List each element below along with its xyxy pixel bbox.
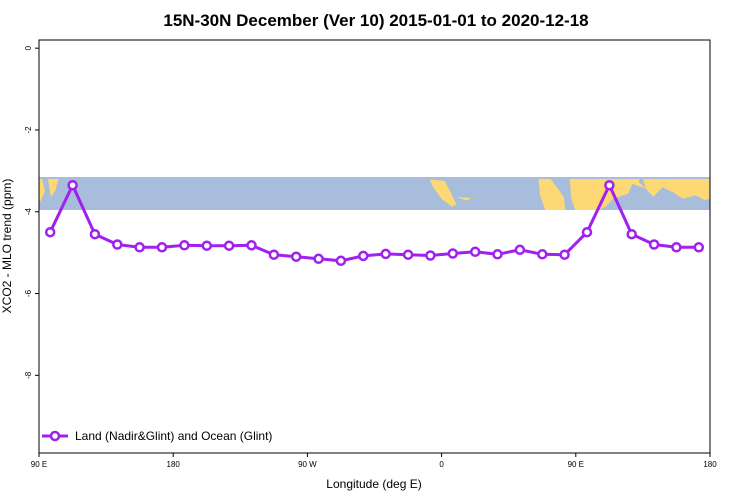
land-mass xyxy=(628,179,640,183)
data-point xyxy=(112,239,123,250)
map-background-band xyxy=(39,177,710,210)
y-tick-label: -8 xyxy=(24,371,33,379)
x-tick-label: 90 E xyxy=(568,460,584,469)
y-tick-label: -4 xyxy=(24,208,33,216)
x-axis-label: Longitude (deg E) xyxy=(326,477,421,491)
data-point xyxy=(559,249,570,260)
data-point xyxy=(469,246,481,258)
data-point xyxy=(693,242,705,253)
land-mass xyxy=(47,179,59,197)
land-mass xyxy=(39,179,45,202)
x-tick-label: 180 xyxy=(167,460,181,469)
data-point xyxy=(537,249,548,260)
land-mass xyxy=(642,179,710,201)
data-point xyxy=(290,251,302,262)
data-point xyxy=(44,226,56,238)
data-point xyxy=(514,244,526,256)
y-axis-label: XCO2 - MLO trend (ppm) xyxy=(0,179,14,314)
data-point xyxy=(402,249,414,260)
y-tick-label: -2 xyxy=(24,126,33,134)
data-point xyxy=(425,250,436,261)
y-tick-label: 0 xyxy=(24,45,33,50)
y-axis: 0 -2 -4 -6 -8 xyxy=(24,45,39,379)
x-tick-label: 0 xyxy=(439,460,444,469)
land-mass xyxy=(569,179,646,210)
series-layer xyxy=(44,179,705,267)
chart-title: 15N-30N December (Ver 10) 2015-01-01 to … xyxy=(163,11,588,30)
data-point xyxy=(223,240,235,251)
data-point xyxy=(581,226,593,238)
data-point xyxy=(604,179,615,191)
data-point xyxy=(134,242,145,253)
data-point xyxy=(179,240,190,251)
x-tick-label: 180 xyxy=(703,460,717,469)
legend-label: Land (Nadir&Glint) and Ocean (Glint) xyxy=(75,429,272,443)
data-point xyxy=(492,249,503,260)
data-point xyxy=(648,239,660,250)
data-point xyxy=(626,228,637,240)
data-point xyxy=(380,248,391,260)
legend: Land (Nadir&Glint) and Ocean (Glint) xyxy=(42,429,272,443)
legend-marker-swatch xyxy=(49,430,61,442)
data-point xyxy=(246,240,257,251)
data-point xyxy=(268,249,280,260)
x-tick-label: 90 W xyxy=(298,460,317,469)
x-tick-label: 90 E xyxy=(31,460,47,469)
x-axis: 90 E 180 90 W 0 90 E 180 xyxy=(31,453,717,469)
data-point xyxy=(335,255,347,267)
data-point xyxy=(201,240,213,251)
data-point xyxy=(313,253,324,265)
data-point xyxy=(358,250,369,262)
data-point xyxy=(156,242,168,253)
land-mass xyxy=(538,179,566,210)
data-point xyxy=(447,248,459,259)
data-point xyxy=(671,242,682,253)
data-point xyxy=(67,179,78,191)
plot-frame xyxy=(38,39,711,454)
data-point xyxy=(89,228,101,240)
land-mass xyxy=(429,179,457,207)
land-mass xyxy=(456,197,472,201)
land-areas xyxy=(39,179,710,210)
y-tick-label: -6 xyxy=(24,289,33,297)
